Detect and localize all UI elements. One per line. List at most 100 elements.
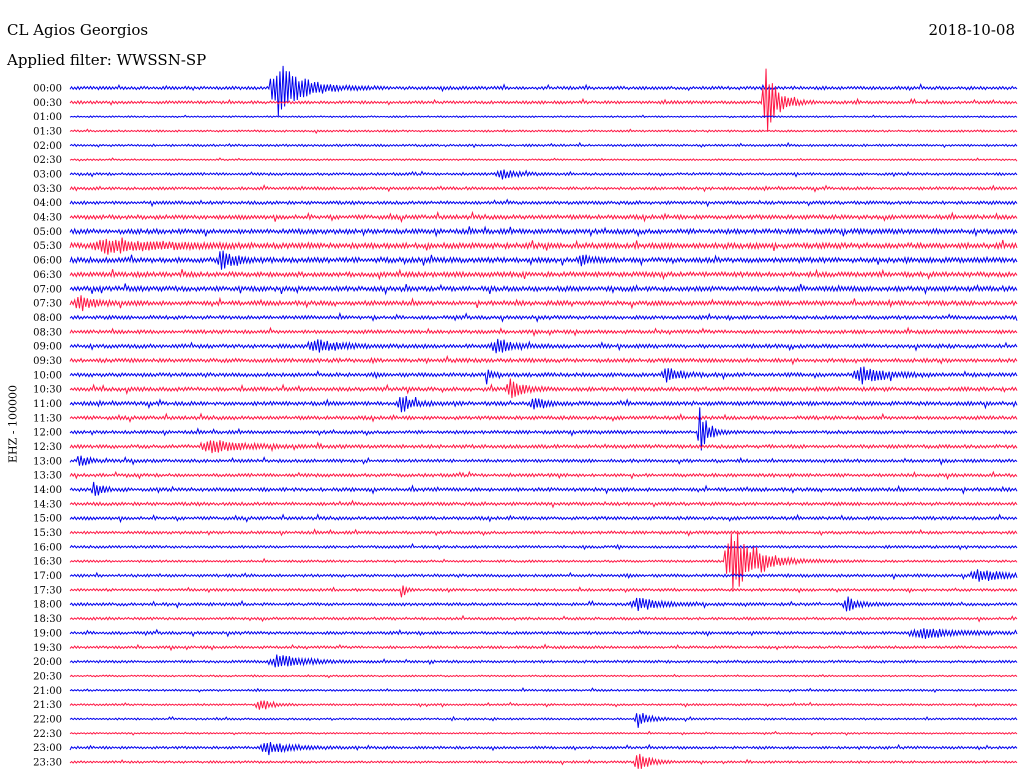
trace-row — [69, 532, 1018, 590]
trace-row — [69, 250, 1018, 270]
row-label: 08:00 — [33, 313, 62, 324]
row-label: 20:30 — [33, 671, 62, 682]
trace-row — [69, 378, 1018, 399]
trace-row — [69, 499, 1018, 509]
row-label: 05:30 — [33, 241, 62, 252]
trace-row — [69, 470, 1018, 481]
trace-row — [69, 338, 1018, 354]
trace-row — [69, 614, 1018, 623]
row-label: 22:00 — [33, 714, 62, 725]
row-label: 02:30 — [33, 155, 62, 166]
row-label: 17:00 — [33, 571, 62, 582]
row-label: 20:00 — [33, 657, 62, 668]
row-label: 15:00 — [33, 514, 62, 525]
row-label: 04:30 — [33, 213, 62, 224]
row-label: 13:30 — [33, 471, 62, 482]
trace-row — [69, 210, 1018, 224]
trace-row — [69, 569, 1018, 582]
trace-row — [69, 65, 1018, 117]
trace-row — [69, 114, 1018, 119]
row-label: 09:00 — [33, 342, 62, 353]
trace-row — [69, 311, 1018, 323]
row-label: 03:00 — [33, 170, 62, 181]
trace-row — [69, 237, 1018, 255]
row-label: 08:30 — [33, 327, 62, 338]
row-label: 00:00 — [33, 84, 62, 95]
row-label: 02:00 — [33, 141, 62, 152]
trace-row — [69, 407, 1018, 451]
row-label: 05:00 — [33, 227, 62, 238]
row-label: 12:00 — [33, 428, 62, 439]
row-label: 00:30 — [33, 98, 62, 109]
trace-row — [69, 627, 1018, 639]
row-label: 21:00 — [33, 686, 62, 697]
record-date: 2018-10-08 — [928, 21, 1015, 39]
row-label: 13:00 — [33, 456, 62, 467]
trace-row — [69, 395, 1018, 413]
trace-row — [69, 354, 1018, 366]
row-label: 11:30 — [33, 413, 62, 424]
trace-row — [69, 366, 1018, 385]
row-label: 01:00 — [33, 112, 62, 123]
trace-row — [69, 700, 1018, 710]
trace-row — [69, 295, 1018, 312]
row-label: 19:00 — [33, 628, 62, 639]
trace-row — [69, 542, 1018, 551]
row-label: 07:00 — [33, 284, 62, 295]
row-label: 06:00 — [33, 256, 62, 267]
trace-row — [69, 596, 1018, 612]
row-label: 19:30 — [33, 643, 62, 654]
row-label: 18:30 — [33, 614, 62, 625]
trace-row — [69, 481, 1018, 496]
trace-row — [69, 654, 1018, 668]
row-label: 17:30 — [33, 585, 62, 596]
trace-row — [69, 440, 1018, 454]
trace-row — [69, 753, 1018, 769]
row-label: 14:30 — [33, 499, 62, 510]
row-label: 10:30 — [33, 385, 62, 396]
trace-row — [69, 643, 1018, 652]
trace-row — [69, 141, 1018, 149]
trace-row — [69, 268, 1018, 281]
trace-row — [69, 184, 1018, 193]
row-label: 09:30 — [33, 356, 62, 367]
trace-row — [69, 585, 1018, 598]
row-label: 14:00 — [33, 485, 62, 496]
row-label: 16:30 — [33, 557, 62, 568]
row-label: 11:00 — [33, 399, 62, 410]
row-label: 16:00 — [33, 542, 62, 553]
row-label: 12:30 — [33, 442, 62, 453]
row-label: 23:30 — [33, 757, 62, 768]
trace-row — [69, 225, 1018, 238]
row-label: 23:00 — [33, 743, 62, 754]
trace-row — [69, 455, 1018, 466]
trace-row — [69, 528, 1018, 537]
trace-row — [69, 157, 1018, 162]
trace-row — [69, 198, 1018, 208]
trace-row — [69, 673, 1018, 679]
trace-row — [69, 68, 1018, 131]
row-label: 22:30 — [33, 729, 62, 740]
trace-row — [69, 169, 1018, 180]
row-label: 06:30 — [33, 270, 62, 281]
trace-row — [69, 412, 1018, 424]
row-label: 03:30 — [33, 184, 62, 195]
trace-row — [69, 128, 1018, 135]
station-title: CL Agios Georgios — [7, 21, 149, 39]
row-label: 21:30 — [33, 700, 62, 711]
row-label: 10:00 — [33, 370, 62, 381]
row-label: 15:30 — [33, 528, 62, 539]
trace-row — [69, 730, 1018, 736]
trace-row — [69, 326, 1018, 338]
trace-row — [69, 741, 1018, 756]
row-label: 18:00 — [33, 600, 62, 611]
trace-row — [69, 712, 1018, 728]
trace-row — [69, 513, 1018, 524]
trace-row — [69, 283, 1018, 296]
filter-subtitle: Applied filter: WWSSN-SP — [7, 51, 207, 69]
row-label: 04:00 — [33, 198, 62, 209]
row-label: 07:30 — [33, 299, 62, 310]
trace-row — [69, 687, 1018, 694]
row-label: 01:30 — [33, 127, 62, 138]
